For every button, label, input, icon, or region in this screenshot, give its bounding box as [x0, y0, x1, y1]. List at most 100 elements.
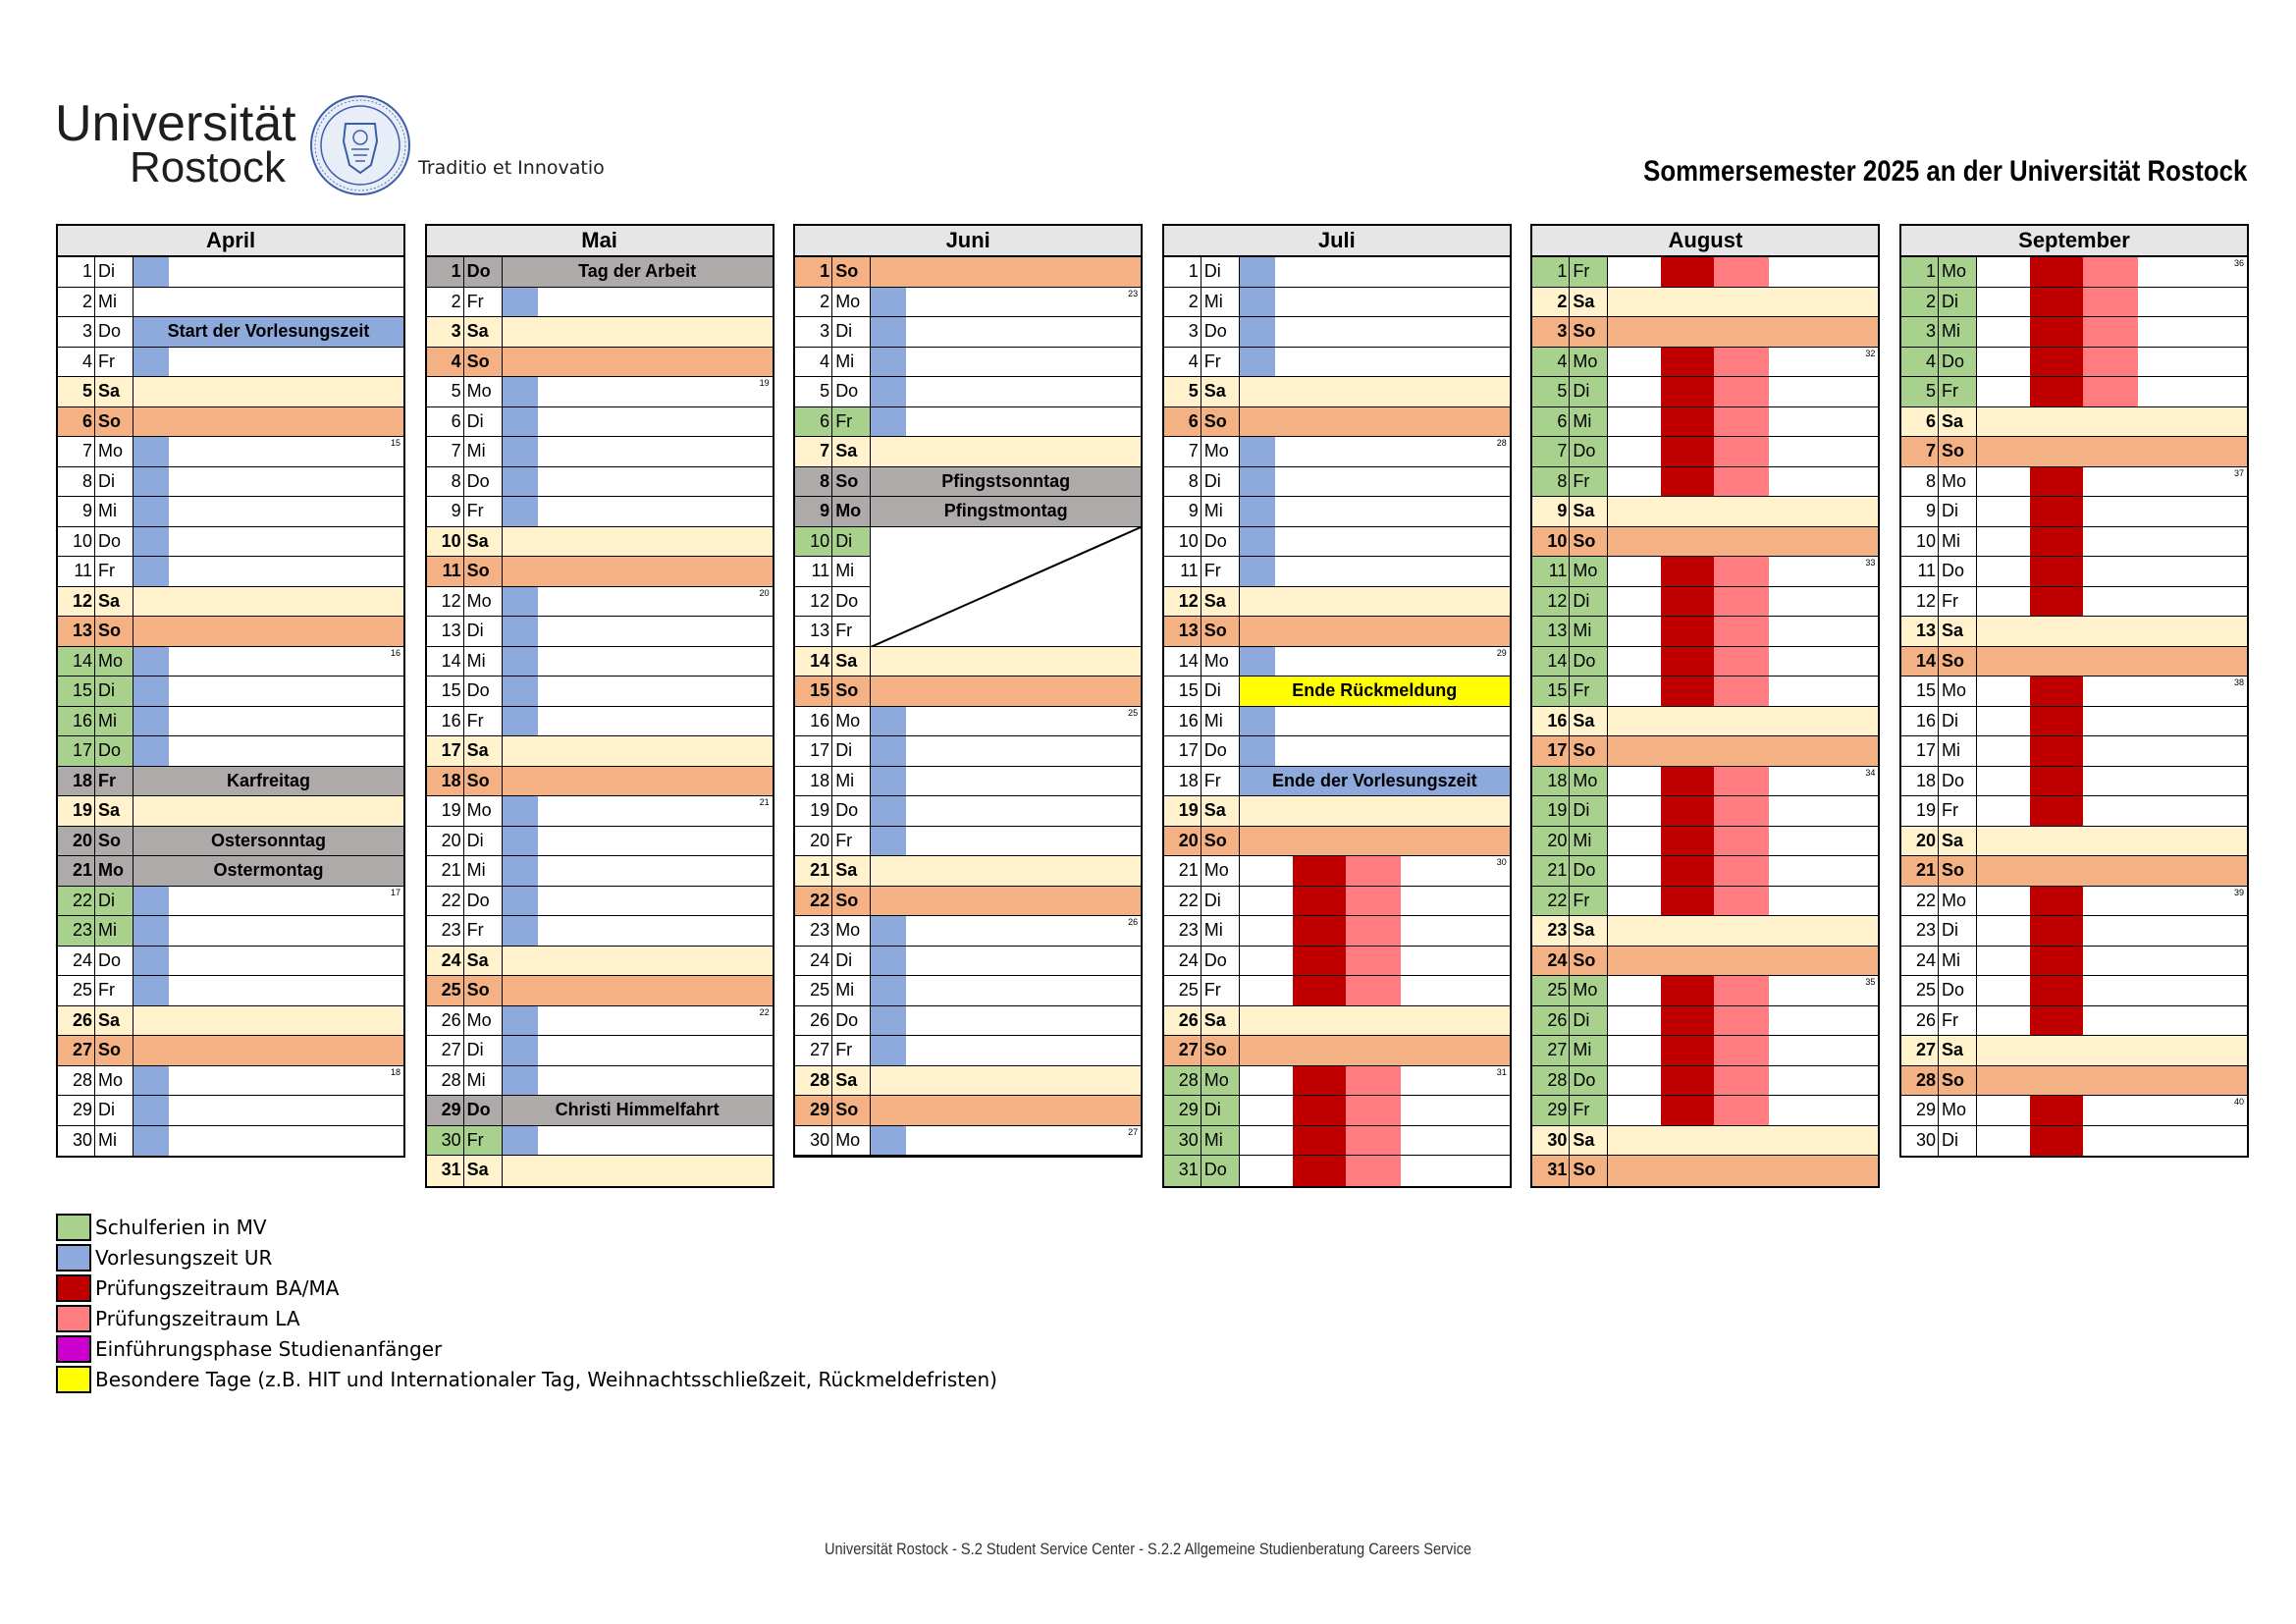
day-cell — [133, 1036, 403, 1065]
day-row: 15 Di — [58, 677, 403, 707]
day-row: 19 Fr — [1901, 796, 2247, 827]
day-cell — [1608, 437, 1878, 466]
day-number: 16 — [1532, 706, 1571, 735]
day-cell — [1240, 916, 1510, 946]
day-row: 24 Mi — [1901, 946, 2247, 976]
day-number: 9 — [1901, 497, 1939, 526]
week-number: 29 — [1496, 647, 1507, 658]
day-weekday: Mi — [832, 347, 872, 376]
exam-period-la-bar — [1714, 1036, 1770, 1065]
day-cell — [133, 497, 403, 526]
exam-period-la-bar — [2083, 317, 2138, 347]
day-row: 5 Fr — [1901, 377, 2247, 407]
day-weekday: So — [463, 347, 503, 376]
day-cell — [133, 557, 403, 586]
day-cell — [1608, 287, 1879, 316]
day-row: 1 Mo 36 — [1901, 257, 2247, 288]
exam-period-bama-bar — [1292, 1065, 1346, 1095]
lecture-period-bar — [871, 377, 907, 406]
day-number: 17 — [426, 736, 464, 766]
day-number: 3 — [1901, 317, 1939, 347]
day-weekday: Di — [95, 466, 133, 496]
legend-label: Schulferien in MV — [95, 1215, 267, 1239]
exam-period-bama-bar — [1661, 347, 1715, 376]
day-number: 8 — [1901, 466, 1939, 496]
day-number: 4 — [795, 347, 833, 376]
exam-period-la-bar — [1345, 976, 1401, 1005]
day-number: 15 — [1532, 677, 1571, 706]
day-cell — [871, 257, 1142, 287]
exam-period-la-bar — [1345, 1065, 1401, 1095]
day-number: 18 — [1164, 766, 1201, 795]
day-number: 23 — [1532, 916, 1571, 946]
day-number: 23 — [58, 916, 95, 946]
week-number: 19 — [759, 378, 770, 388]
day-row: 30 Sa — [1532, 1125, 1879, 1156]
day-number: 6 — [427, 406, 464, 436]
day-cell — [1608, 826, 1878, 855]
day-row: 20 Sa — [1901, 826, 2247, 856]
day-number: 22 — [427, 886, 464, 915]
day-number: 28 — [1901, 1065, 1939, 1095]
day-number: 1 — [1532, 257, 1571, 287]
day-cell — [1977, 946, 2247, 975]
lecture-period-bar — [502, 1065, 538, 1095]
day-row: 20 So — [1163, 826, 1510, 856]
day-cell: 29 — [1239, 646, 1510, 676]
day-cell — [502, 287, 773, 316]
day-weekday: Sa — [463, 1156, 503, 1186]
day-number: 12 — [427, 586, 464, 616]
lecture-period-bar — [871, 796, 907, 826]
day-cell: Ostersonntag — [133, 826, 403, 855]
day-weekday: Sa — [1939, 826, 1977, 855]
day-row: 10 Sa — [426, 526, 773, 557]
exam-period-la-bar — [1714, 586, 1770, 616]
exam-period-la-bar — [1714, 886, 1770, 915]
week-number: 36 — [2233, 258, 2244, 268]
day-number: 26 — [795, 1005, 833, 1035]
day-number: 20 — [795, 826, 833, 855]
exam-period-bama-bar — [1292, 916, 1346, 946]
day-cell — [1239, 736, 1510, 766]
day-row: 11 Do — [1901, 557, 2247, 587]
day-cell — [502, 856, 773, 886]
lecture-period-bar — [871, 766, 907, 795]
day-number: 14 — [795, 646, 833, 676]
day-weekday: So — [832, 257, 872, 287]
day-number: 5 — [1901, 377, 1939, 406]
day-weekday: Do — [1939, 557, 1977, 586]
day-row: 11 So — [426, 557, 773, 587]
lecture-period-bar — [133, 1096, 169, 1125]
legend-label: Vorlesungszeit UR — [95, 1245, 273, 1270]
day-row: 6 So — [1163, 406, 1510, 437]
day-cell — [1239, 257, 1510, 287]
day-row: 29 So — [795, 1096, 1142, 1126]
day-cell — [133, 347, 403, 376]
day-row: 19 Di — [1532, 796, 1879, 827]
day-row: 3 Do Start der Vorlesungszeit — [58, 317, 403, 348]
day-number: 13 — [427, 617, 464, 646]
day-weekday: Di — [832, 946, 872, 975]
day-weekday: Di — [464, 617, 503, 646]
week-number: 37 — [2233, 467, 2244, 478]
day-row: 16 Di — [1901, 706, 2247, 736]
exam-period-bama-bar — [1292, 1156, 1346, 1186]
day-cell — [1608, 466, 1878, 496]
day-cell — [133, 736, 403, 766]
exam-period-bama-bar — [2030, 497, 2083, 526]
day-weekday: Fr — [1570, 886, 1609, 915]
day-row: 3 Di — [795, 317, 1142, 348]
day-number: 5 — [427, 377, 464, 406]
day-number: 12 — [1901, 586, 1939, 616]
day-row: 10 Di — [795, 526, 1142, 557]
day-number: 6 — [58, 406, 95, 436]
day-number: 27 — [58, 1036, 95, 1065]
day-weekday: Mi — [464, 1065, 503, 1095]
day-number: 25 — [795, 976, 833, 1005]
day-row: 4 Fr — [1163, 347, 1510, 377]
exam-period-bama-bar — [2030, 1125, 2083, 1156]
day-cell: 28 — [1239, 437, 1510, 466]
day-cell — [133, 677, 403, 706]
day-weekday: So — [832, 1096, 872, 1125]
day-number: 24 — [1532, 946, 1571, 975]
